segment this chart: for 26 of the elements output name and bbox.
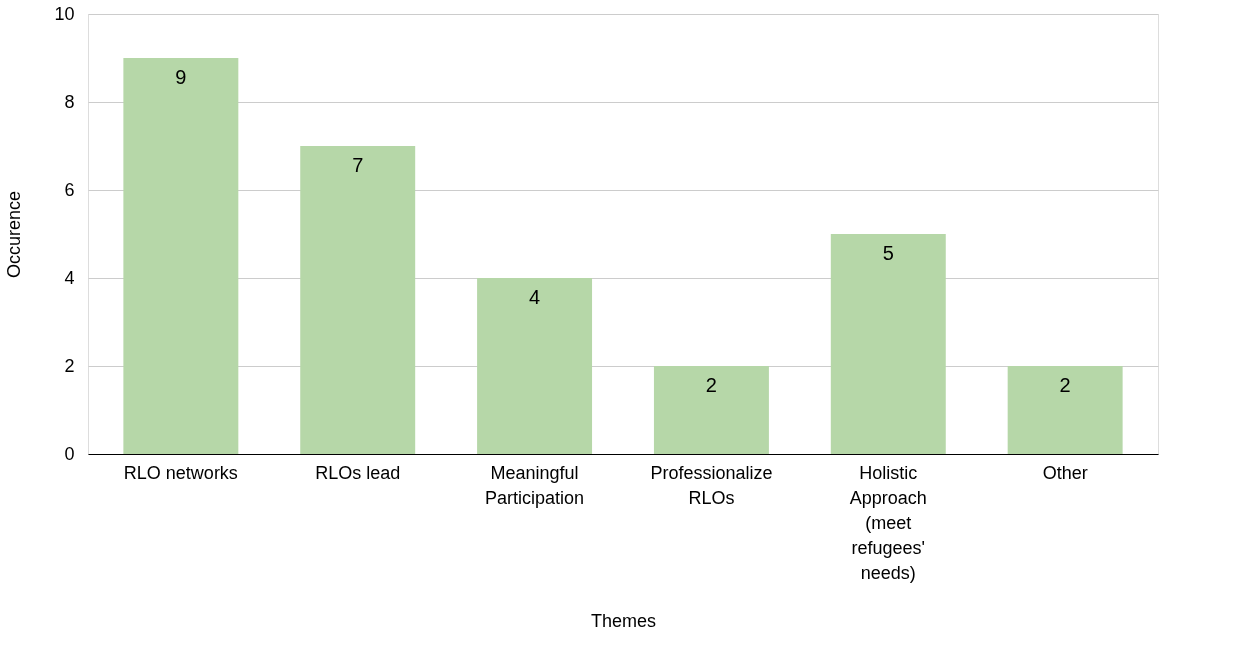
- data-label: 4: [529, 286, 541, 308]
- x-axis-title: Themes: [590, 610, 657, 631]
- y-tick-label: 0: [64, 443, 75, 464]
- data-label: 2: [1059, 374, 1071, 396]
- y-tick-label: 4: [64, 267, 75, 288]
- y-tick-label: 2: [64, 355, 75, 376]
- bar: [300, 146, 416, 454]
- data-label: 7: [352, 154, 364, 176]
- x-tick-label: Holistic Approach (meet refugees' needs): [849, 462, 927, 583]
- y-tick-label: 6: [64, 179, 75, 200]
- x-tick-label: RLOs lead: [315, 462, 401, 483]
- bar: [830, 234, 946, 454]
- x-tick-label: Other: [1042, 462, 1088, 483]
- x-tick-label: Meaningful Participation: [485, 462, 585, 508]
- y-tick-label: 10: [54, 3, 75, 24]
- data-label: 2: [705, 374, 717, 396]
- data-label: 5: [882, 242, 894, 264]
- bar: [1007, 366, 1123, 454]
- bar: [477, 278, 593, 454]
- y-tick-label: 8: [64, 91, 75, 112]
- data-label: 9: [175, 66, 187, 88]
- bar: [653, 366, 769, 454]
- x-tick-label: Professionalize RLOs: [650, 462, 773, 508]
- bar: [123, 58, 239, 454]
- y-axis-title: Occurence: [4, 190, 25, 279]
- x-tick-label: RLO networks: [123, 462, 238, 483]
